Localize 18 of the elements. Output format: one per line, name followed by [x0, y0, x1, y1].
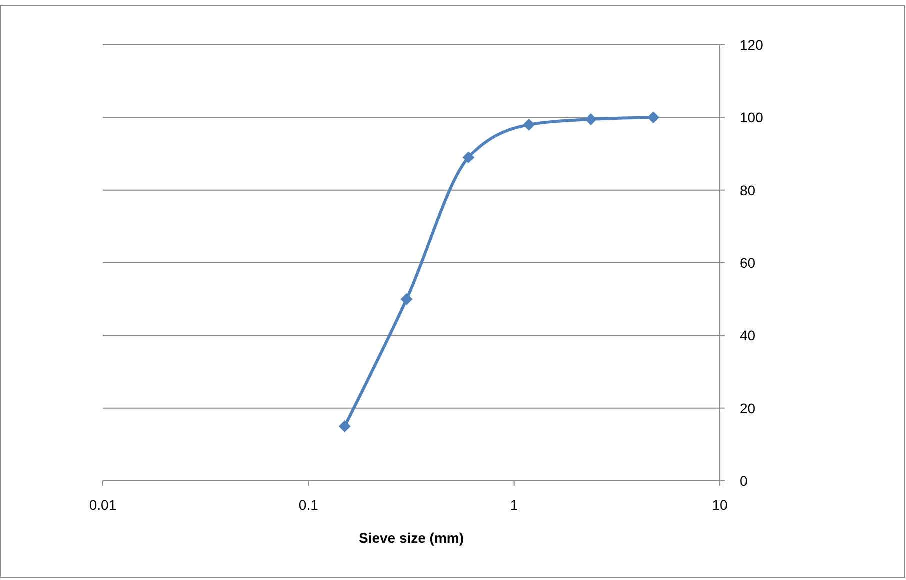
- y-tick-label: 120: [740, 37, 764, 53]
- point: [400, 293, 413, 306]
- point: [338, 420, 351, 432]
- point: [523, 118, 536, 131]
- y-tick-label: 80: [740, 182, 756, 198]
- point: [648, 112, 660, 124]
- y-tick-label: 0: [740, 473, 748, 489]
- point: [462, 152, 475, 164]
- x-axis-title: Sieve size (mm): [358, 530, 464, 546]
- y-tick-label: 20: [740, 400, 756, 416]
- y-tick-label: 100: [740, 110, 764, 126]
- x-tick-label: 0.1: [298, 497, 319, 513]
- x-tick-label: 1: [510, 497, 518, 513]
- y-tick-label: 60: [740, 255, 756, 271]
- x-tick-label: 10: [712, 497, 728, 513]
- point: [585, 113, 598, 126]
- y-tick-label: 40: [740, 328, 756, 344]
- x-tick-label: 0.01: [89, 497, 117, 513]
